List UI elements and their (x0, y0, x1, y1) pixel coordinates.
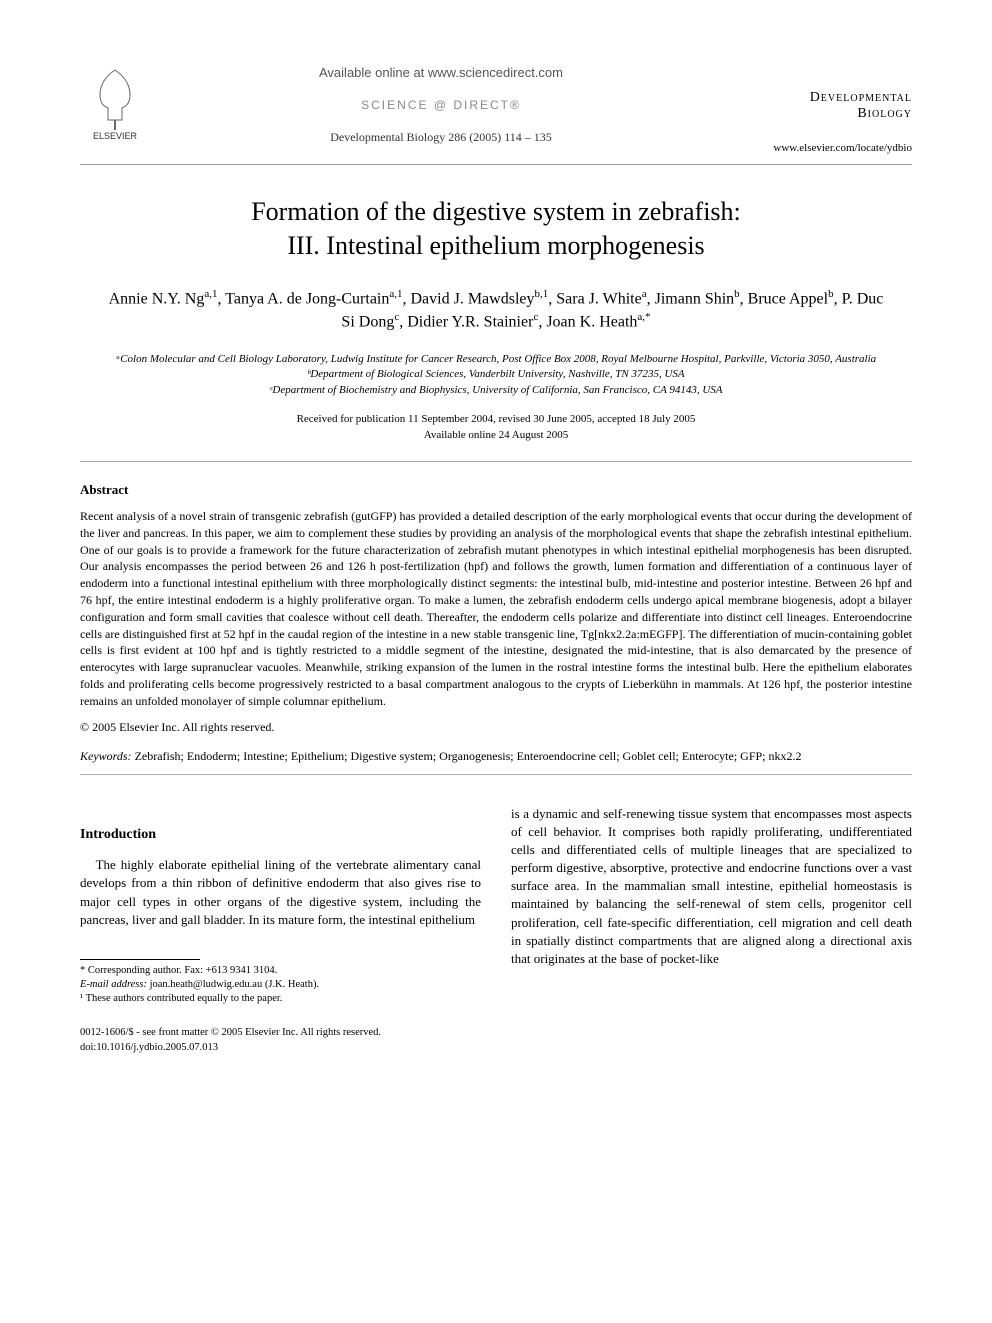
keywords-label: Keywords: (80, 749, 132, 763)
introduction-heading: Introduction (80, 825, 481, 845)
abstract-heading: Abstract (80, 482, 912, 498)
header: ELSEVIER Available online at www.science… (80, 60, 912, 154)
affiliations: ᵃColon Molecular and Cell Biology Labora… (80, 352, 912, 398)
footer: 0012-1606/$ - see front matter © 2005 El… (80, 1026, 481, 1055)
authors-list: Annie N.Y. Nga,1, Tanya A. de Jong-Curta… (100, 287, 892, 334)
body-columns: Introduction The highly elaborate epithe… (80, 805, 912, 1056)
corresponding-author-note: * Corresponding author. Fax: +613 9341 3… (80, 964, 481, 978)
publication-dates: Received for publication 11 September 20… (80, 412, 912, 443)
affiliation-b: ᵇDepartment of Biological Sciences, Vand… (80, 367, 912, 382)
elsevier-label: ELSEVIER (93, 131, 138, 140)
footnotes: * Corresponding author. Fax: +613 9341 3… (80, 964, 481, 1007)
footnote-rule (80, 959, 200, 960)
online-date: Available online 24 August 2005 (80, 428, 912, 443)
header-center: Available online at www.sciencedirect.co… (150, 60, 732, 145)
abstract-bottom-rule (80, 774, 912, 775)
column-left: Introduction The highly elaborate epithe… (80, 805, 481, 1056)
journal-reference: Developmental Biology 286 (2005) 114 – 1… (150, 130, 732, 145)
email-label: E-mail address: (80, 979, 147, 990)
received-date: Received for publication 11 September 20… (80, 412, 912, 427)
intro-paragraph-left: The highly elaborate epithelial lining o… (80, 856, 481, 929)
sciencedirect-logo-text: SCIENCE @ DIRECT® (150, 98, 732, 112)
copyright-line: © 2005 Elsevier Inc. All rights reserved… (80, 720, 912, 735)
page: ELSEVIER Available online at www.science… (0, 0, 992, 1096)
header-right: Developmental Biology www.elsevier.com/l… (732, 60, 912, 154)
column-right: is a dynamic and self-renewing tissue sy… (511, 805, 912, 1056)
email-line: E-mail address: joan.heath@ludwig.edu.au… (80, 978, 481, 992)
title-line1: Formation of the digestive system in zeb… (251, 197, 741, 226)
equal-contribution-note: ¹ These authors contributed equally to t… (80, 992, 481, 1006)
abstract-text: Recent analysis of a novel strain of tra… (80, 508, 912, 710)
journal-name-line2: Biology (732, 106, 912, 122)
title-line2: III. Intestinal epithelium morphogenesis (287, 231, 704, 260)
intro-paragraph-right: is a dynamic and self-renewing tissue sy… (511, 805, 912, 969)
journal-name-line1: Developmental (732, 90, 912, 106)
journal-url: www.elsevier.com/locate/ydbio (732, 142, 912, 154)
elsevier-logo-block: ELSEVIER (80, 60, 150, 145)
elsevier-tree-icon: ELSEVIER (80, 60, 150, 140)
article-title: Formation of the digestive system in zeb… (120, 195, 872, 263)
footer-line1: 0012-1606/$ - see front matter © 2005 El… (80, 1026, 481, 1041)
available-online-text: Available online at www.sciencedirect.co… (150, 65, 732, 80)
email-address: joan.heath@ludwig.edu.au (J.K. Heath). (147, 979, 319, 990)
affiliation-c: ᶜDepartment of Biochemistry and Biophysi… (80, 383, 912, 398)
abstract-top-rule (80, 461, 912, 462)
keywords: Keywords: Zebrafish; Endoderm; Intestine… (80, 749, 912, 764)
keywords-text: Zebrafish; Endoderm; Intestine; Epitheli… (132, 749, 802, 763)
footer-line2: doi:10.1016/j.ydbio.2005.07.013 (80, 1041, 481, 1056)
affiliation-a: ᵃColon Molecular and Cell Biology Labora… (80, 352, 912, 367)
header-rule (80, 164, 912, 165)
